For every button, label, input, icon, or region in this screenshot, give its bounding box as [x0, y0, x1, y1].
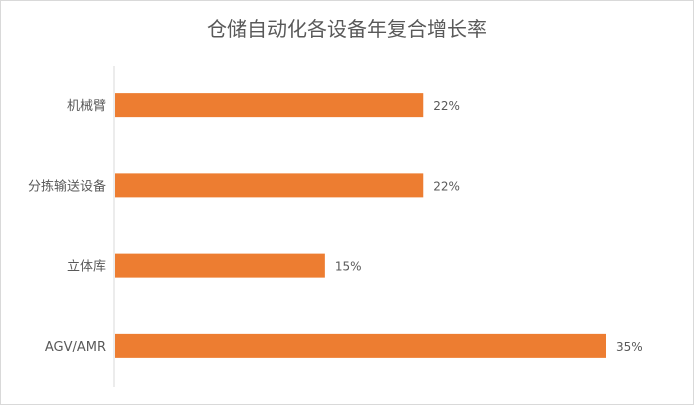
bar: [115, 333, 606, 358]
data-label: 35%: [616, 340, 643, 354]
category-label: 分拣输送设备: [28, 178, 106, 194]
data-label: 22%: [433, 179, 460, 193]
bar: [115, 173, 424, 198]
category-label: 机械臂: [67, 99, 106, 114]
chart-title: 仓储自动化各设备年复合增长率: [207, 17, 487, 41]
data-label: 22%: [433, 99, 460, 113]
category-label: 立体库: [67, 259, 106, 275]
bar: [115, 253, 325, 278]
data-label: 15%: [335, 260, 362, 274]
bar: [115, 93, 424, 118]
category-label: AGV/AMR: [45, 340, 106, 355]
